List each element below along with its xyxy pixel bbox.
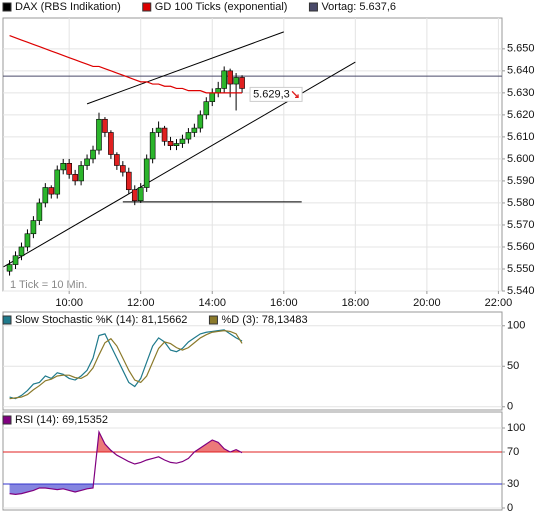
candle-body	[125, 171, 132, 191]
candle-body	[66, 163, 72, 175]
x-tick-label: 16:00	[270, 297, 298, 309]
legend-label: Slow Stochastic %K (14): 81,15662	[15, 314, 187, 326]
series-line	[9, 429, 243, 496]
stoch-frame	[2, 311, 503, 411]
legend-label: %D (3): 78,13483	[221, 314, 307, 326]
y-tick-label: 5.580	[507, 197, 535, 209]
legend-swatch	[2, 2, 12, 12]
trendline	[86, 31, 284, 105]
candle-body	[48, 187, 55, 195]
x-tick-label: 22:00	[485, 297, 513, 309]
candle-body	[108, 132, 114, 155]
moving-average	[9, 35, 243, 94]
y-tick-label: 5.610	[507, 131, 535, 143]
rsi-frame	[2, 411, 503, 511]
y-tick-label: 50	[507, 360, 519, 372]
legend-label: Vortag: 5.637,6	[321, 1, 396, 13]
last-price-arrow	[291, 90, 299, 99]
y-tick-label: 100	[507, 422, 525, 434]
candle-body	[197, 114, 204, 129]
x-tick-label: 12:00	[127, 297, 155, 309]
last-price-box	[249, 86, 303, 102]
candle-body	[185, 132, 192, 140]
y-tick-label: 70	[507, 446, 519, 458]
candle-body	[36, 202, 43, 221]
candle-body	[209, 92, 216, 102]
series-line	[9, 330, 243, 400]
candle-body	[215, 88, 222, 94]
candle-body	[155, 127, 162, 133]
candle-body	[102, 118, 108, 133]
annotation: 1 Tick = 10 Min.	[10, 279, 87, 291]
candle-body	[78, 165, 84, 182]
y-tick-label: 5.570	[507, 219, 535, 231]
candle-body	[24, 233, 31, 248]
candle-body	[84, 158, 90, 166]
series-line	[9, 329, 243, 400]
candle-body	[96, 118, 102, 151]
candle-body	[221, 70, 227, 89]
candle-body	[173, 143, 180, 146]
candle-body	[203, 101, 210, 116]
y-tick-label: 30	[507, 478, 519, 490]
y-tick-label: 5.590	[507, 175, 535, 187]
legend-label: RSI (14): 69,15352	[15, 414, 108, 426]
candle-body	[131, 189, 138, 202]
y-tick-label: 5.600	[507, 153, 535, 165]
x-tick-label: 18:00	[342, 297, 370, 309]
legend-label: DAX (RBS Indikation)	[15, 1, 121, 13]
candle-body	[120, 165, 126, 173]
candle-body	[161, 127, 168, 142]
candle-body	[54, 169, 61, 195]
legend-swatch	[308, 2, 318, 12]
candle-body	[179, 138, 186, 144]
candle-body	[114, 154, 120, 166]
x-tick-label: 10:00	[55, 297, 83, 309]
candle-body	[30, 220, 37, 235]
y-tick-label: 5.630	[507, 87, 535, 99]
candle-body	[6, 264, 13, 272]
legend-swatch	[208, 315, 218, 325]
candle-body	[90, 149, 96, 160]
x-tick-label: 14:00	[198, 297, 226, 309]
candle-body	[12, 255, 19, 265]
candle-body	[143, 158, 150, 188]
y-tick-label: 5.640	[507, 65, 535, 77]
candle-body	[167, 140, 174, 146]
last-price-label: 5.629,3	[253, 88, 290, 100]
y-tick-label: 5.550	[507, 263, 535, 275]
y-tick-label: 100	[507, 320, 525, 332]
y-tick-label: 5.540	[507, 285, 535, 297]
candle-body	[149, 132, 156, 160]
candle-body	[227, 70, 233, 85]
candle-body	[239, 77, 245, 89]
y-tick-label: 5.650	[507, 43, 535, 55]
candle-body	[18, 246, 25, 257]
level-fill	[9, 484, 243, 495]
candle-body	[137, 187, 144, 202]
y-tick-label: 5.560	[507, 241, 535, 253]
candle-body	[60, 163, 67, 171]
candle-body	[42, 187, 49, 204]
y-tick-label: 0	[507, 502, 513, 514]
x-tick-label: 20:00	[413, 297, 441, 309]
candle-body	[233, 77, 239, 85]
legend-swatch	[142, 2, 152, 12]
candle-body	[191, 127, 198, 133]
level-fill	[9, 432, 243, 452]
legend-swatch	[2, 415, 12, 425]
legend-swatch	[2, 315, 12, 325]
legend-label: GD 100 Ticks (exponential)	[155, 1, 288, 13]
y-tick-label: 0	[507, 401, 513, 413]
y-tick-label: 5.620	[507, 109, 535, 121]
candle-body	[72, 174, 78, 182]
